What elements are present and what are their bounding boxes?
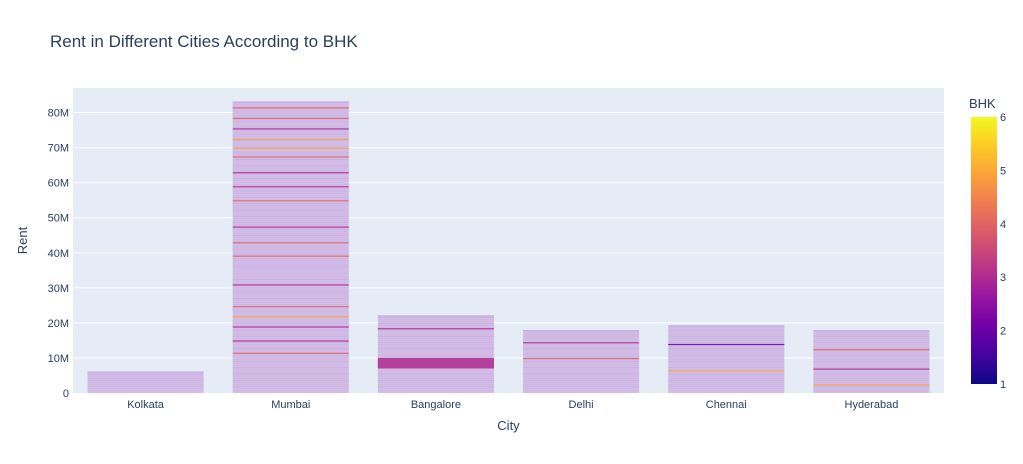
x-axis-title: City — [497, 418, 520, 433]
y-tick-label: 20M — [48, 318, 69, 330]
bar-segment — [668, 343, 785, 346]
bar-body — [523, 330, 640, 393]
bar-bangalore[interactable] — [377, 315, 494, 393]
y-tick-label: 10M — [48, 353, 69, 365]
bars — [87, 101, 930, 394]
bar-segment — [232, 255, 349, 257]
colorbar-tick-label: 6 — [1000, 112, 1006, 124]
bar-segment — [232, 107, 349, 109]
bar-segment — [232, 284, 349, 286]
plot-area — [73, 88, 944, 393]
y-tick-label: 80M — [48, 108, 69, 120]
bar-segment — [232, 352, 349, 354]
bar-segment — [813, 368, 930, 370]
bar-segment — [232, 226, 349, 228]
bar-segment — [668, 370, 785, 372]
bar-hyderabad[interactable] — [813, 330, 930, 393]
bar-segment — [232, 306, 349, 308]
colorbar-tick-label: 1 — [1000, 379, 1006, 391]
bar-segment — [232, 117, 349, 120]
bar-segment — [813, 349, 930, 351]
bar-delhi[interactable] — [523, 330, 640, 393]
bar-segment — [232, 340, 349, 342]
colorbar-title: BHK — [969, 96, 996, 111]
bar-segment — [232, 200, 349, 202]
bar-segment — [232, 128, 349, 130]
x-tick-label: Bangalore — [411, 399, 461, 411]
bar-segment — [232, 315, 349, 318]
bar-body — [668, 325, 785, 393]
gridlines — [73, 112, 944, 359]
bar-segment — [813, 384, 930, 386]
y-tick-label: 70M — [48, 143, 69, 155]
x-tick-label: Mumbai — [271, 399, 310, 411]
y-tick-label: 50M — [48, 213, 69, 225]
bar-body — [813, 330, 930, 393]
x-axis-ticks: Kolkata Mumbai Bangalore Delhi Chennai Hydera… — [127, 399, 898, 411]
bar-segment — [232, 186, 349, 188]
bar-segment — [232, 242, 349, 244]
y-tick-label: 40M — [48, 248, 69, 260]
bar-mumbai[interactable] — [232, 101, 349, 394]
bar-kolkata[interactable] — [87, 371, 204, 393]
y-axis-title: Rent — [15, 226, 30, 254]
y-tick-label: 0 — [63, 388, 69, 400]
bar-segment — [523, 357, 640, 360]
x-tick-label: Hyderabad — [845, 399, 899, 411]
bar-segment — [232, 172, 349, 174]
bar-chennai[interactable] — [668, 325, 785, 393]
bar-body — [87, 371, 204, 393]
chart-title: Rent in Different Cities According to BH… — [50, 32, 358, 51]
colorbar-tick-label: 5 — [1000, 165, 1006, 177]
bar-segment — [377, 357, 494, 369]
bar-segment — [523, 342, 640, 344]
bar-body — [232, 102, 349, 394]
colorbar — [971, 117, 997, 384]
y-tick-label: 60M — [48, 178, 69, 190]
bar-segment — [232, 326, 349, 328]
bar-segment — [232, 156, 349, 158]
colorbar-tick-label: 3 — [1000, 272, 1006, 284]
y-axis-ticks: 0 10M 20M 30M 40M 50M 60M 70M 80M — [48, 108, 69, 400]
colorbar-ticks: 1 2 3 4 5 6 — [1000, 112, 1006, 391]
x-tick-label: Kolkata — [127, 399, 165, 411]
y-tick-label: 30M — [48, 283, 69, 295]
colorbar-tick-label: 2 — [1000, 326, 1006, 338]
bar-segment — [232, 147, 349, 149]
x-tick-label: Delhi — [569, 399, 594, 411]
bar-segment — [377, 328, 494, 330]
bar-segment — [232, 138, 349, 141]
colorbar-tick-label: 4 — [1000, 219, 1006, 231]
x-tick-label: Chennai — [706, 399, 747, 411]
